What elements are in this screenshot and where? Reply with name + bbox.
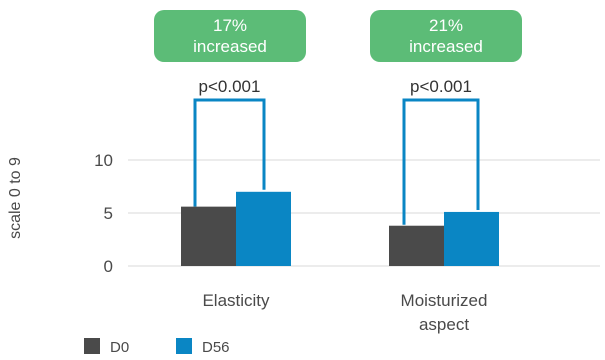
category-label: aspect (419, 315, 469, 334)
badge-text: increased (409, 37, 483, 56)
category-label: Elasticity (202, 291, 270, 310)
p-value-label: p<0.001 (199, 77, 261, 96)
badge-text: 21% (429, 16, 463, 35)
bar-d0-1 (389, 225, 444, 266)
badge-layer: p<0.001 17% increased p<0.001 21% increased (154, 10, 522, 96)
axis-layer: 0 5 10 scale 0 to 9 Elasticity Moisturized asp… (7, 151, 487, 334)
legend-layer: D0 D56 (84, 338, 230, 356)
legend-swatch-d0 (84, 338, 100, 354)
badge-text: increased (193, 37, 267, 56)
y-tick-label: 5 (104, 204, 113, 223)
y-tick-label: 0 (104, 257, 113, 276)
bar-d56-1 (444, 211, 499, 266)
increase-badge (370, 10, 522, 62)
significance-bracket (402, 98, 480, 225)
bar-d0-0 (181, 206, 236, 266)
category-label: Moisturized (401, 291, 488, 310)
legend-label: D0 (110, 339, 129, 356)
legend-swatch-d56 (176, 338, 192, 354)
y-axis-label: scale 0 to 9 (7, 157, 24, 239)
significance-bracket (193, 98, 266, 207)
y-tick-label: 10 (94, 151, 113, 170)
badge-text: 17% (213, 16, 247, 35)
bar-d56-0 (236, 191, 291, 266)
p-value-label: p<0.001 (410, 77, 472, 96)
bracket-layer (193, 98, 480, 225)
legend-label: D56 (202, 339, 230, 356)
increase-badge (154, 10, 306, 62)
bar-layer (181, 191, 499, 266)
